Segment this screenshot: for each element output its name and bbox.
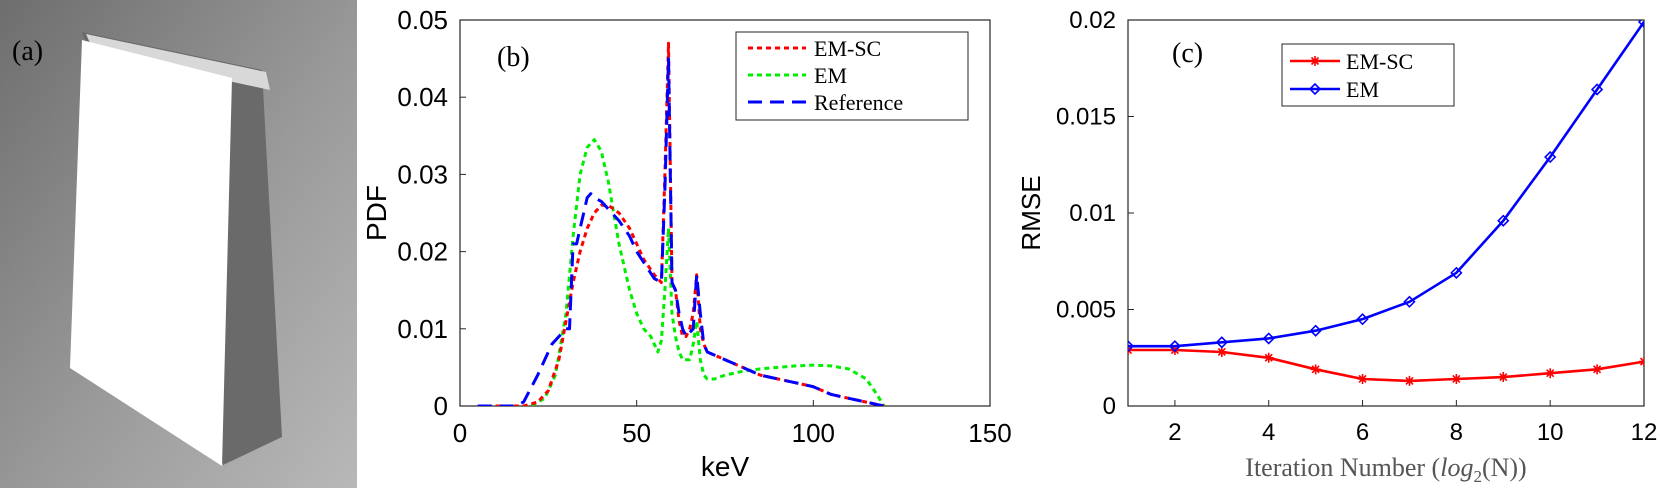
legend-c: EM-SC EM	[1281, 43, 1455, 107]
y-tick-label-c: 0.01	[1069, 200, 1116, 227]
axes-b-series	[477, 41, 886, 406]
x-tick-label-b: 150	[968, 418, 1011, 448]
y-tick-label-b: 0	[434, 391, 448, 421]
panel-a-label: (a)	[12, 36, 43, 67]
data-point-em	[1215, 336, 1228, 349]
data-point-em-sc	[1357, 373, 1368, 384]
x-tick-label-c: 10	[1537, 419, 1564, 446]
legend-b-label: Reference	[814, 90, 903, 115]
x-label-text: Iteration Number (	[1245, 453, 1440, 482]
data-point-em-sc	[1263, 352, 1274, 363]
legend-c-marker	[1308, 82, 1322, 96]
legend-b-box	[735, 31, 969, 121]
data-point-em	[1168, 340, 1182, 353]
axes-c-series	[1128, 20, 1644, 386]
legend-c-box	[1281, 43, 1455, 107]
legend-c-label: EM	[1346, 77, 1379, 102]
legend-c-marker	[1310, 56, 1320, 66]
x-axis-label-c: Iteration Number (log2(N))	[1245, 453, 1526, 486]
x-label-arg: (N))	[1482, 453, 1527, 482]
x-tick-label-c: 6	[1356, 419, 1369, 446]
y-axis-label-c: RMSE	[1016, 175, 1046, 250]
y-tick-label-c: 0.02	[1069, 7, 1116, 34]
data-point-em-sc	[1639, 356, 1644, 367]
x-label-sub: 2	[1473, 467, 1482, 486]
x-tick-label-b: 100	[792, 418, 835, 448]
x-label-func: log	[1440, 453, 1473, 482]
data-point-em	[1450, 266, 1463, 279]
x-tick-label-b: 0	[453, 418, 467, 448]
y-tick-label-c: 0.015	[1056, 104, 1116, 131]
x-tick-label-b: 50	[622, 418, 651, 448]
slab-front-face	[70, 40, 232, 466]
x-tick-label-c: 4	[1262, 419, 1275, 446]
y-tick-label-b: 0.05	[397, 5, 448, 35]
axes-c-ticks: 2 4 6 8 10 12 0 0.005 0.01 0.015 0.02	[1056, 7, 1657, 446]
data-point-em-sc	[1592, 364, 1603, 375]
legend-b-label: EM	[814, 63, 847, 88]
panel-c: (c) 2 4 6 8 10 12 0 0.005 0.01 0.015 0.02 Iteratio…	[1016, 7, 1657, 486]
x-axis-label-b: keV	[701, 451, 750, 482]
data-point-em	[1544, 150, 1557, 164]
data-point-em-sc	[1545, 368, 1556, 379]
legend-c-label: EM-SC	[1346, 49, 1413, 74]
x-tick-label-c: 8	[1450, 419, 1463, 446]
data-point-em-sc	[1451, 373, 1462, 384]
y-tick-label-c: 0.005	[1056, 297, 1116, 324]
data-point-em-sc	[1404, 375, 1415, 386]
data-point-em	[1590, 83, 1604, 96]
panel-b: (b) 0 50 100 150 0 0.01 0.02 0.03 0.04 0.05 keV P…	[361, 5, 1012, 482]
panel-c-label: (c)	[1172, 38, 1203, 69]
data-point-em	[1262, 332, 1275, 345]
legend-b-label: EM-SC	[814, 36, 881, 61]
data-point-em	[1356, 313, 1369, 326]
data-point-em	[1309, 324, 1322, 337]
data-point-em-sc	[1498, 372, 1509, 383]
series-line-em	[1128, 21, 1644, 348]
data-point-em	[1497, 214, 1510, 227]
series-line-em-sc	[477, 41, 885, 406]
data-point-em-sc	[1310, 364, 1321, 375]
data-point-em	[1403, 295, 1416, 308]
y-tick-label-b: 0.04	[397, 82, 448, 112]
data-point-em-sc	[1216, 346, 1227, 357]
series-line-em-sc	[1128, 348, 1644, 383]
x-tick-label-c: 2	[1168, 419, 1181, 446]
panel-a: (a)	[0, 0, 357, 488]
panel-b-label: (b)	[497, 42, 530, 73]
data-point-em	[1637, 20, 1644, 29]
y-tick-label-b: 0.03	[397, 159, 448, 189]
y-tick-label-b: 0.02	[397, 237, 448, 267]
x-tick-label-c: 12	[1631, 419, 1658, 446]
y-tick-label-b: 0.01	[397, 314, 448, 344]
data-point-em	[1128, 340, 1135, 353]
series-line-reference	[477, 57, 885, 406]
y-axis-label-b: PDF	[361, 185, 392, 241]
data-point-em-sc	[1169, 345, 1180, 356]
y-tick-label-c: 0	[1103, 393, 1116, 420]
axes-b-ticks: 0 50 100 150 0 0.01 0.02 0.03 0.04 0.05	[397, 5, 1011, 448]
